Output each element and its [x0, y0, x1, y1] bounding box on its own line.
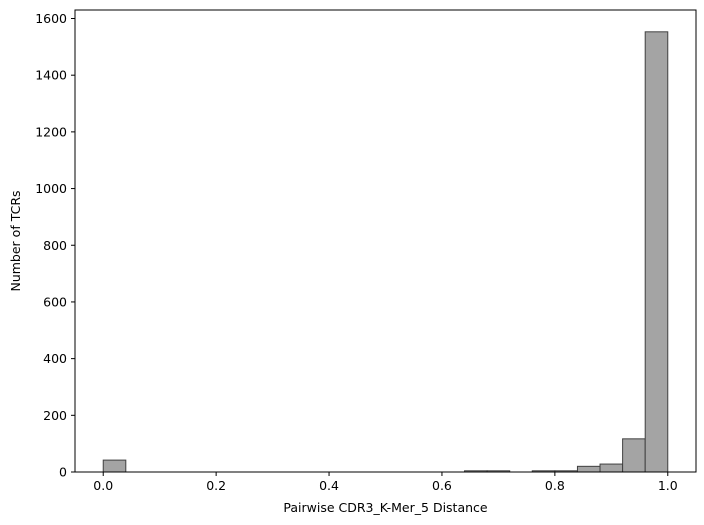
plot-frame — [74, 9, 697, 473]
y-axis-label: Number of TCRs — [8, 190, 23, 291]
y-tick-label: 1600 — [35, 11, 67, 26]
x-tick-label: 1.0 — [658, 478, 678, 493]
y-tick-label: 800 — [43, 238, 67, 253]
y-tick-label: 400 — [43, 351, 67, 366]
histogram-bar — [102, 459, 127, 473]
y-tick-label: 600 — [43, 294, 67, 309]
histogram-bar — [576, 465, 601, 473]
y-tick-label: 1000 — [35, 181, 67, 196]
y-tick-label: 1400 — [35, 68, 67, 83]
x-tick-label: 0.0 — [93, 478, 113, 493]
x-axis-label: Pairwise CDR3_K-Mer_5 Distance — [283, 500, 488, 515]
histogram-bar — [599, 463, 624, 473]
x-axis-ticks: 0.0 0.2 0.4 0.6 0.8 1.0 — [93, 472, 678, 493]
x-tick-label: 0.6 — [432, 478, 452, 493]
histogram-bars — [102, 31, 669, 473]
x-tick-label: 0.2 — [206, 478, 226, 493]
y-tick-label: 200 — [43, 408, 67, 423]
histogram-bar — [622, 438, 646, 473]
y-tick-label: 1200 — [35, 124, 67, 139]
x-tick-label: 0.8 — [545, 478, 565, 493]
y-tick-label: 0 — [59, 465, 67, 480]
histogram-bar — [644, 31, 669, 473]
y-axis-ticks: 0 200 400 600 800 1000 1200 1400 1600 — [35, 11, 75, 480]
x-tick-label: 0.4 — [319, 478, 339, 493]
